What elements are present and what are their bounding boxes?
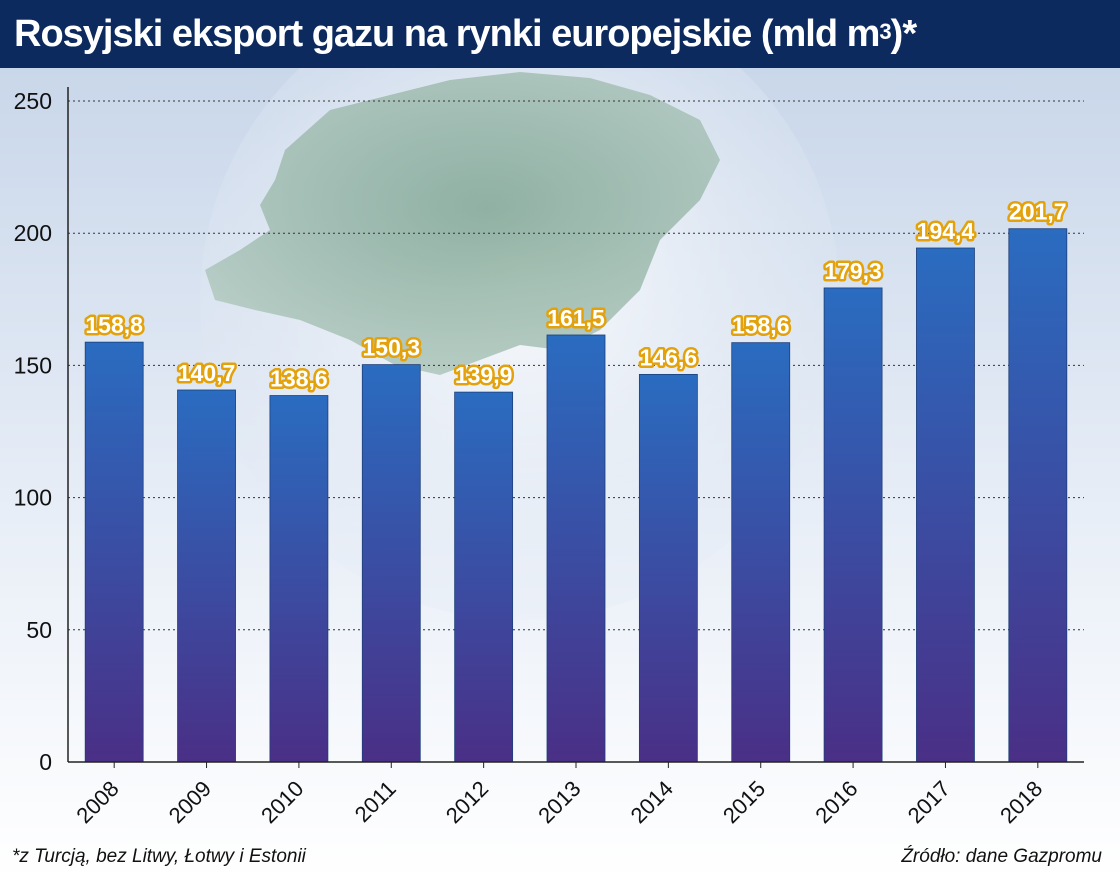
grid-lines [68, 100, 1084, 631]
y-tick-label: 200 [14, 220, 52, 246]
y-tick-label: 250 [14, 88, 52, 114]
bar [454, 391, 514, 763]
bar [269, 395, 329, 763]
footnote: *z Turcją, bez Litwy, Łotwy i Estonii [12, 846, 306, 867]
x-tick-label: 2008 [71, 776, 123, 828]
y-tick-label: 50 [26, 617, 52, 643]
data-label: 138,6 [270, 366, 328, 392]
x-tick-label: 2017 [903, 776, 955, 828]
data-label: 146,6 [640, 344, 698, 370]
title-bar: Rosyjski eksport gazu na rynki europejsk… [0, 0, 1120, 68]
bar [84, 341, 144, 763]
data-label: 140,7 [178, 360, 236, 386]
bar [731, 342, 791, 763]
x-tick-label: 2015 [718, 776, 770, 828]
bars [84, 228, 1068, 763]
y-tick-label: 0 [39, 749, 52, 775]
chart-title: Rosyjski eksport gazu na rynki europejsk… [14, 11, 917, 57]
x-tick-label: 2010 [256, 776, 308, 828]
data-label: 201,7 [1009, 199, 1067, 225]
data-label: 150,3 [362, 335, 420, 361]
x-tick-label: 2014 [626, 776, 678, 828]
x-tick-label: 2009 [164, 776, 216, 828]
x-tick-label: 2016 [810, 776, 862, 828]
data-label: 179,3 [824, 258, 882, 284]
axes: 0 50 100 150 200 250 2008 2009 2010 2011 2012 2013 2… [14, 87, 1084, 828]
x-tick-label: 2012 [441, 776, 493, 828]
y-tick-label: 150 [14, 352, 52, 378]
bar [177, 389, 236, 763]
x-tick-label: 2011 [350, 776, 401, 827]
data-label: 158,6 [732, 313, 790, 339]
bar [546, 334, 606, 763]
y-tick-label: 100 [14, 485, 52, 511]
bar [638, 373, 698, 763]
title-superscript: 3 [879, 19, 891, 44]
title-end: )* [890, 13, 917, 55]
value-labels: 158,8 140,7 138,6 150,3 139,9 161,5 146,6 158,6… [83, 196, 1069, 394]
bar [823, 287, 883, 763]
bar [361, 364, 421, 763]
data-label: 194,4 [917, 218, 975, 244]
title-main: Rosyjski eksport gazu na rynki europejsk… [14, 13, 880, 55]
x-tick-label: 2013 [533, 776, 585, 828]
bar [916, 247, 975, 763]
europe-map-shape [205, 72, 720, 375]
data-label: 139,9 [455, 362, 513, 388]
data-label: 158,8 [85, 312, 143, 338]
bar [1008, 228, 1068, 763]
x-tick-label: 2018 [995, 776, 1047, 828]
data-label: 161,5 [547, 305, 605, 331]
source-note: Źródło: dane Gazpromu [901, 846, 1102, 867]
